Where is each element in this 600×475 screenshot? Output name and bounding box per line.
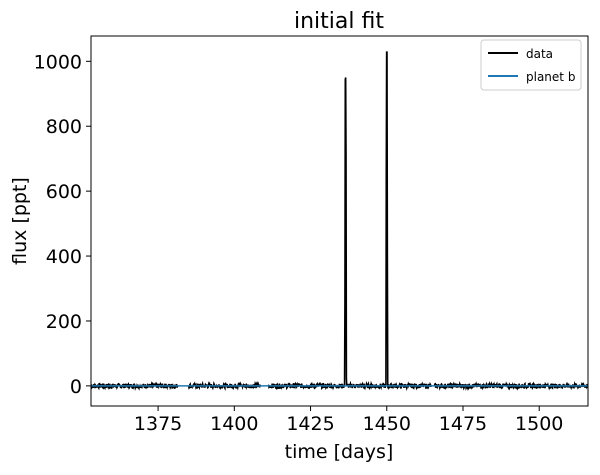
y-tick-label: 600: [46, 181, 82, 203]
x-tick-label: 1425: [286, 413, 334, 435]
series-line-data: [91, 51, 588, 392]
y-tick-label: 400: [46, 246, 82, 268]
legend: data planet b: [480, 39, 582, 91]
chart-title: initial fit: [294, 9, 384, 34]
y-tick-label: 0: [70, 376, 82, 398]
legend-label-planet-b: planet b: [526, 70, 575, 84]
x-tick-label: 1400: [210, 413, 258, 435]
y-tick-label: 800: [46, 116, 82, 138]
x-tick-label: 1375: [134, 413, 182, 435]
y-tick-label: 200: [46, 311, 82, 333]
plot-area: [91, 51, 588, 392]
y-axis-label: flux [ppt]: [9, 177, 31, 265]
x-tick-label: 1450: [363, 413, 411, 435]
x-axis-label: time [days]: [285, 441, 394, 463]
y-tick-label: 1000: [34, 51, 82, 73]
plot-frame: [90, 35, 589, 407]
x-axis: 1375 1400 1425 1450 1475 1500: [134, 406, 563, 435]
x-tick-label: 1475: [439, 413, 487, 435]
legend-label-data: data: [526, 47, 553, 61]
y-axis: 0 200 400 600 800 1000: [34, 51, 91, 398]
x-tick-label: 1500: [515, 413, 563, 435]
